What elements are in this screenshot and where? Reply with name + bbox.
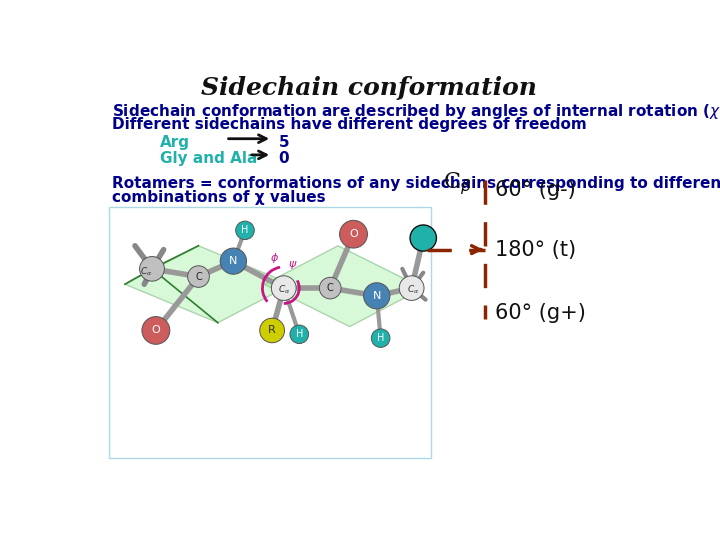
Text: 0: 0 (279, 151, 289, 166)
Circle shape (372, 329, 390, 347)
Text: O: O (349, 229, 358, 239)
Text: N: N (372, 291, 381, 301)
Text: $C_\alpha$: $C_\alpha$ (277, 284, 290, 296)
Text: R: R (269, 326, 276, 335)
Polygon shape (264, 246, 423, 327)
Text: 180° (t): 180° (t) (495, 240, 576, 260)
Text: H: H (296, 329, 303, 339)
Circle shape (140, 256, 164, 281)
Polygon shape (125, 246, 292, 323)
Text: Gly and Ala: Gly and Ala (160, 151, 257, 166)
Text: Different sidechains have different degrees of freedom: Different sidechains have different degr… (112, 117, 587, 132)
Text: H: H (241, 225, 248, 235)
Text: 5: 5 (279, 135, 289, 150)
Text: Rotamers = conformations of any sidechains corresponding to different: Rotamers = conformations of any sidechai… (112, 177, 720, 192)
Text: 60° (g-): 60° (g-) (495, 179, 575, 200)
Text: H: H (377, 333, 384, 343)
Text: Arg: Arg (160, 135, 190, 150)
Circle shape (399, 276, 424, 300)
Circle shape (220, 248, 246, 274)
Circle shape (260, 318, 284, 343)
Text: C: C (327, 283, 333, 293)
Text: N: N (229, 256, 238, 266)
Text: $\phi$: $\phi$ (270, 251, 279, 265)
Text: Sidechain conformation: Sidechain conformation (201, 76, 537, 100)
Text: 60° (g+): 60° (g+) (495, 303, 585, 323)
Circle shape (410, 225, 436, 251)
Text: $C_\alpha$: $C_\alpha$ (407, 284, 419, 296)
Text: Sidechain conformation are described by angles of internal rotation ($\chi_1$ an: Sidechain conformation are described by … (112, 102, 720, 121)
Circle shape (320, 278, 341, 299)
Text: C$_\beta$: C$_\beta$ (443, 171, 472, 197)
Circle shape (340, 220, 367, 248)
Text: $\psi$: $\psi$ (288, 259, 298, 271)
Bar (109, 207, 431, 457)
Text: O: O (151, 326, 161, 335)
Circle shape (271, 276, 296, 300)
Circle shape (188, 266, 210, 287)
Text: $C_\alpha$: $C_\alpha$ (140, 266, 152, 278)
Text: combinations of χ values: combinations of χ values (112, 190, 325, 205)
Circle shape (364, 283, 390, 309)
Circle shape (142, 316, 170, 345)
Circle shape (235, 221, 254, 240)
Circle shape (290, 325, 309, 343)
Text: C: C (195, 272, 202, 281)
